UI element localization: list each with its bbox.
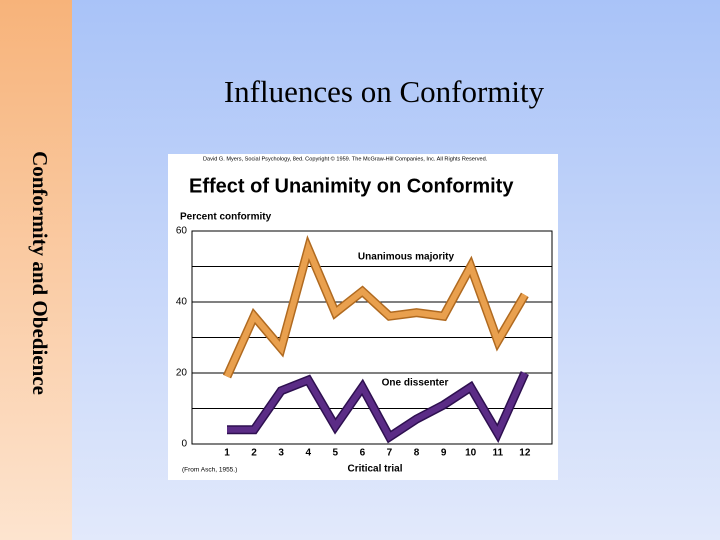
x-tick-label: 7 [387,448,393,459]
slide-title: Influences on Conformity [224,74,545,109]
x-tick-label: 1 [224,448,230,459]
y-tick-label: 60 [176,226,188,237]
x-tick-label: 12 [519,448,531,459]
series-line [227,371,528,442]
y-tick-label: 40 [176,297,188,308]
sidebar [0,0,72,540]
y-tick-label: 0 [181,439,187,450]
y-tick-label: 20 [176,368,188,379]
x-axis-label: Critical trial [347,464,402,475]
x-tick-label: 10 [465,448,477,459]
x-tick-label: 11 [492,448,503,459]
x-tick-label: 9 [441,448,447,459]
y-axis-label: Percent conformity [180,212,272,223]
copyright: David G. Myers, Social Psychology, 8ed. … [203,155,488,162]
x-tick-label: 6 [360,448,366,459]
x-tick-label: 4 [305,448,311,459]
series-line [224,239,528,378]
sidebar-text: Conformity and Obedience [28,151,52,395]
series-annotation: Unanimous majority [358,252,455,263]
x-tick-label: 2 [251,448,257,459]
x-tick-label: 3 [278,448,284,459]
x-tick-label: 8 [414,448,420,459]
source-note: (From Asch, 1955.) [182,467,237,474]
x-tick-label: 5 [333,448,339,459]
series-annotation: One dissenter [382,378,449,389]
chart-title: Effect of Unanimity on Conformity [189,175,514,197]
